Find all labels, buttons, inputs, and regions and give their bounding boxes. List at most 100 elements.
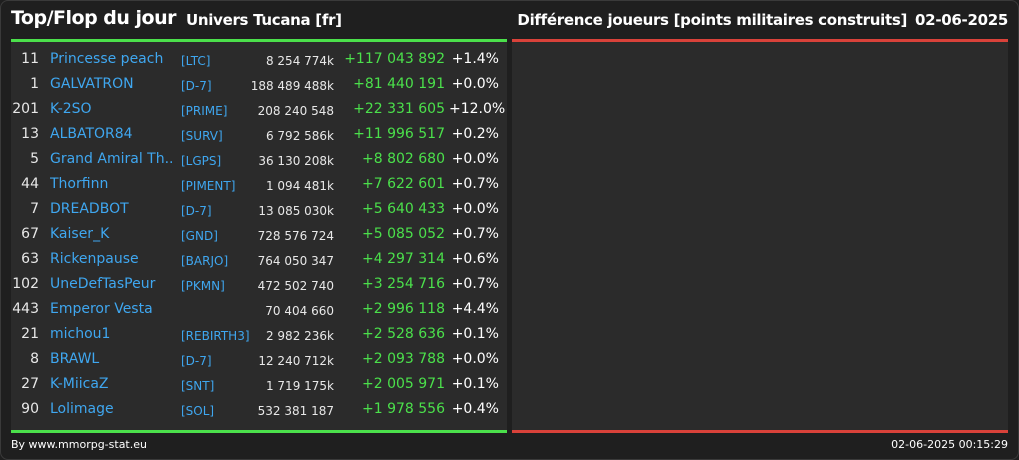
alliance-tag-link[interactable]: [LGPS] bbox=[181, 154, 222, 168]
percent-change: +4.4% bbox=[451, 301, 499, 317]
player-row: 13 ALBATOR84 [SURV] 6 792 586k +11 996 517 +0… bbox=[11, 122, 507, 147]
points-difference: +2 005 971 bbox=[362, 376, 445, 392]
player-points: 1 094 481k bbox=[265, 179, 334, 193]
player-name-link[interactable]: Princesse peach bbox=[50, 51, 164, 67]
flop-players-panel bbox=[512, 42, 1008, 432]
player-rank: 63 bbox=[21, 251, 39, 267]
player-name-link[interactable]: Grand Amiral Th... bbox=[50, 151, 174, 167]
header: Top/Flop du jour Univers Tucana [fr] Dif… bbox=[0, 0, 1019, 40]
player-row: 8 BRAWL [D-7] 12 240 712k +2 093 788 +0.0% bbox=[11, 347, 507, 372]
percent-change: +0.2% bbox=[451, 126, 499, 142]
player-name-link[interactable]: michou1 bbox=[50, 326, 111, 342]
player-points: 2 982 236k bbox=[265, 329, 334, 343]
points-difference: +4 297 314 bbox=[362, 251, 445, 267]
player-row: 44 Thorfinn [PIMENT] 1 094 481k +7 622 601 +0… bbox=[11, 172, 507, 197]
alliance-tag-link[interactable]: [PRIME] bbox=[181, 104, 228, 118]
player-points: 532 381 187 bbox=[257, 404, 334, 418]
player-rank: 201 bbox=[12, 101, 39, 117]
player-row: 63 Rickenpause [BARJO] 764 050 347 +4 297 31… bbox=[11, 247, 507, 272]
player-row: 7 DREADBOT [D-7] 13 085 030k +5 640 433 +0.0% bbox=[11, 197, 507, 222]
top-panel-accent-bottom bbox=[11, 430, 507, 433]
site-credit-link[interactable]: By www.mmorpg-stat.eu bbox=[11, 438, 147, 451]
player-row: 67 Kaiser_K [GND] 728 576 724 +5 085 052 +0.7… bbox=[11, 222, 507, 247]
flop-panel-accent bbox=[512, 39, 1008, 42]
player-rank: 443 bbox=[12, 301, 39, 317]
player-name-link[interactable]: GALVATRON bbox=[50, 76, 134, 92]
percent-change: +1.4% bbox=[451, 51, 499, 67]
player-rank: 90 bbox=[21, 401, 39, 417]
ranking-subtitle: Différence joueurs [points militaires co… bbox=[517, 11, 907, 29]
points-difference: +11 996 517 bbox=[353, 126, 445, 142]
alliance-tag-link[interactable]: [D-7] bbox=[181, 79, 212, 93]
alliance-tag-link[interactable]: [PKMN] bbox=[181, 279, 225, 293]
player-name-link[interactable]: ALBATOR84 bbox=[50, 126, 133, 142]
player-name-link[interactable]: Kaiser_K bbox=[50, 226, 110, 242]
player-points: 12 240 712k bbox=[258, 354, 334, 368]
player-points: 8 254 774k bbox=[265, 54, 334, 68]
alliance-tag-link[interactable]: [D-7] bbox=[181, 354, 212, 368]
percent-change: +0.7% bbox=[451, 176, 499, 192]
player-row: 1 GALVATRON [D-7] 188 489 488k +81 440 191 +0… bbox=[11, 72, 507, 97]
alliance-tag-link[interactable]: [BARJO] bbox=[181, 254, 229, 268]
percent-change: +0.7% bbox=[451, 226, 499, 242]
player-points: 764 050 347 bbox=[257, 254, 334, 268]
player-rank: 13 bbox=[21, 126, 39, 142]
points-difference: +22 331 605 bbox=[353, 101, 445, 117]
player-name-link[interactable]: UneDefTasPeur bbox=[50, 276, 156, 292]
page-title: Top/Flop du jour bbox=[11, 7, 177, 29]
points-difference: +3 254 716 bbox=[362, 276, 445, 292]
percent-change: +0.0% bbox=[451, 76, 499, 92]
player-row: 27 K-MiicaZ [SNT] 1 719 175k +2 005 971 +0.1% bbox=[11, 372, 507, 397]
points-difference: +1 978 556 bbox=[362, 401, 445, 417]
player-row: 443 Emperor Vesta 70 404 660 +2 996 118 +4.4… bbox=[11, 297, 507, 322]
flop-panel-accent-bottom bbox=[512, 430, 1008, 433]
alliance-tag-link[interactable]: [PIMENT] bbox=[181, 179, 236, 193]
player-points: 36 130 208k bbox=[258, 154, 334, 168]
player-rank: 102 bbox=[12, 276, 39, 292]
player-rank: 11 bbox=[21, 51, 39, 67]
points-difference: +8 802 680 bbox=[362, 151, 445, 167]
player-rank: 7 bbox=[30, 201, 39, 217]
player-rank: 5 bbox=[30, 151, 39, 167]
alliance-tag-link[interactable]: [SNT] bbox=[181, 379, 215, 393]
player-name-link[interactable]: Lolimage bbox=[50, 401, 114, 417]
player-row: 11 Princesse peach [LTC] 8 254 774k +117 043… bbox=[11, 47, 507, 72]
player-points: 728 576 724 bbox=[257, 229, 334, 243]
generated-timestamp: 02-06-2025 00:15:29 bbox=[891, 438, 1008, 451]
points-difference: +81 440 191 bbox=[353, 76, 445, 92]
player-rank: 44 bbox=[21, 176, 39, 192]
universe-label: Univers Tucana [fr] bbox=[186, 11, 342, 29]
player-row: 21 michou1 [REBIRTH3] 2 982 236k +2 528 636 +… bbox=[11, 322, 507, 347]
player-name-link[interactable]: Thorfinn bbox=[50, 176, 109, 192]
alliance-tag-link[interactable]: [D-7] bbox=[181, 204, 212, 218]
player-name-link[interactable]: K-MiicaZ bbox=[50, 376, 109, 392]
player-points: 188 489 488k bbox=[250, 79, 334, 93]
player-name-link[interactable]: Rickenpause bbox=[50, 251, 139, 267]
player-row: 5 Grand Amiral Th... [LGPS] 36 130 208k +8 8… bbox=[11, 147, 507, 172]
alliance-tag-link[interactable]: [GND] bbox=[181, 229, 218, 243]
player-rank: 27 bbox=[21, 376, 39, 392]
points-difference: +117 043 892 bbox=[344, 51, 445, 67]
player-name-link[interactable]: BRAWL bbox=[50, 351, 100, 367]
percent-change: +0.1% bbox=[451, 376, 499, 392]
percent-change: +0.0% bbox=[451, 201, 499, 217]
points-difference: +5 085 052 bbox=[362, 226, 445, 242]
points-difference: +2 996 118 bbox=[362, 301, 445, 317]
percent-change: +0.1% bbox=[451, 326, 499, 342]
points-difference: +2 093 788 bbox=[362, 351, 445, 367]
player-rank: 1 bbox=[30, 76, 39, 92]
player-row: 201 K-2SO [PRIME] 208 240 548 +22 331 605 +12… bbox=[11, 97, 507, 122]
player-rank: 21 bbox=[21, 326, 39, 342]
player-name-link[interactable]: Emperor Vesta bbox=[50, 301, 153, 317]
player-name-link[interactable]: DREADBOT bbox=[50, 201, 129, 217]
alliance-tag-link[interactable]: [REBIRTH3] bbox=[181, 329, 250, 343]
percent-change: +0.0% bbox=[451, 351, 499, 367]
alliance-tag-link[interactable]: [SURV] bbox=[181, 129, 223, 143]
player-points: 6 792 586k bbox=[265, 129, 334, 143]
player-rank: 67 bbox=[21, 226, 39, 242]
alliance-tag-link[interactable]: [SOL] bbox=[181, 404, 215, 418]
header-date: 02-06-2025 bbox=[915, 11, 1008, 29]
player-name-link[interactable]: K-2SO bbox=[50, 101, 92, 117]
alliance-tag-link[interactable]: [LTC] bbox=[181, 54, 211, 68]
player-row: 102 UneDefTasPeur [PKMN] 472 502 740 +3 254 … bbox=[11, 272, 507, 297]
